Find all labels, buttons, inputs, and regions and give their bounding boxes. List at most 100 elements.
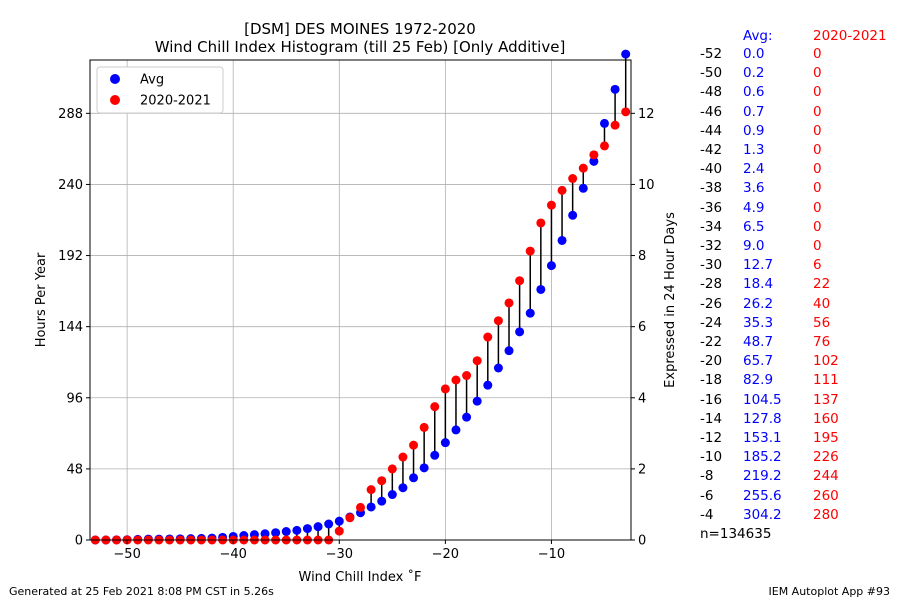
year-2020-2021-point xyxy=(610,120,620,130)
legend-marker-avg xyxy=(110,74,120,84)
avg-point xyxy=(536,284,546,294)
table-year-value: 195 xyxy=(813,430,839,446)
y-right-tick-label: 8 xyxy=(638,249,646,264)
year-2020-2021-point xyxy=(387,464,397,474)
footer-generated: Generated at 25 Feb 2021 8:08 PM CST in … xyxy=(9,585,274,598)
table-year-value: 0 xyxy=(813,161,822,178)
table-header-year: 2020-2021 xyxy=(813,28,887,44)
year-2020-2021-point xyxy=(557,185,567,195)
table-wind-chill: -52 xyxy=(700,46,723,62)
avg-point xyxy=(472,396,482,406)
legend-box xyxy=(96,66,224,114)
avg-point xyxy=(409,473,419,483)
table-avg-value: 1.3 xyxy=(743,142,765,158)
table-wind-chill: -42 xyxy=(700,142,723,158)
table-avg-value: 3.6 xyxy=(743,180,765,197)
year-2020-2021-point xyxy=(451,375,461,385)
table-wind-chill: -24 xyxy=(700,314,723,331)
table-avg-value: 82.9 xyxy=(743,372,774,389)
x-tick-label: −10 xyxy=(538,547,565,562)
table-wind-chill: -30 xyxy=(700,257,723,274)
table-avg-value: 4.9 xyxy=(743,199,765,216)
avg-point xyxy=(589,156,599,166)
avg-point xyxy=(260,529,270,539)
avg-point xyxy=(281,527,291,537)
table-avg-value: 2.4 xyxy=(743,161,765,178)
table-year-value: 244 xyxy=(813,468,839,485)
table-year-value: 0 xyxy=(813,46,822,62)
avg-point xyxy=(302,524,312,534)
avg-point xyxy=(578,183,588,193)
table-avg-value: 185.2 xyxy=(743,449,782,466)
table-year-value: 22 xyxy=(813,276,831,293)
legend-label-2020-2021: 2020-2021 xyxy=(140,94,211,109)
table-avg-value: 65.7 xyxy=(743,353,774,370)
y-right-tick-label: 0 xyxy=(638,534,646,549)
table-avg-value: 0.7 xyxy=(743,103,765,120)
table-avg-value: 35.3 xyxy=(743,314,774,331)
table-avg-value: 0.0 xyxy=(743,46,765,62)
table-avg-value: 6.5 xyxy=(743,218,765,235)
table-wind-chill: -8 xyxy=(700,468,714,485)
chart-title-line1: [DSM] DES MOINES 1972-2020 xyxy=(244,20,476,38)
table-wind-chill: -18 xyxy=(700,372,723,389)
y-right-tick-label: 10 xyxy=(638,178,655,193)
table-wind-chill: -12 xyxy=(700,430,723,446)
avg-point xyxy=(398,483,408,493)
table-avg-value: 104.5 xyxy=(743,391,782,408)
table-wind-chill: -36 xyxy=(700,199,723,216)
table-year-value: 0 xyxy=(813,180,822,197)
avg-point xyxy=(366,502,376,512)
table-avg-value: 26.2 xyxy=(743,295,774,312)
year-2020-2021-point xyxy=(345,513,355,523)
table-avg-value: 12.7 xyxy=(743,257,774,274)
year-2020-2021-point xyxy=(440,384,450,394)
table-avg-value: 9.0 xyxy=(743,238,765,254)
table-wind-chill: -38 xyxy=(700,180,723,197)
table-year-value: 0 xyxy=(813,65,822,82)
table-year-value: 260 xyxy=(813,487,839,504)
data-markers xyxy=(90,49,631,545)
table-wind-chill: -22 xyxy=(700,334,723,350)
avg-point xyxy=(621,49,631,59)
table-wind-chill: -48 xyxy=(700,84,723,101)
table-year-value: 137 xyxy=(813,391,839,408)
table-year-value: 0 xyxy=(813,238,822,254)
year-2020-2021-point xyxy=(493,316,503,326)
table-year-value: 0 xyxy=(813,142,822,158)
table-wind-chill: -10 xyxy=(700,449,723,466)
avg-point xyxy=(515,327,525,337)
x-axis-label: Wind Chill Index ˚F xyxy=(299,569,422,585)
table-year-value: 280 xyxy=(813,506,839,523)
avg-point xyxy=(324,519,334,529)
year-2020-2021-point xyxy=(430,402,440,412)
table-header-avg: Avg: xyxy=(743,28,773,44)
table-wind-chill: -40 xyxy=(700,161,723,178)
avg-point xyxy=(451,425,461,435)
plot-frame xyxy=(89,59,632,541)
table-wind-chill: -32 xyxy=(700,238,723,254)
year-2020-2021-point xyxy=(409,440,419,450)
table-year-value: 0 xyxy=(813,218,822,235)
table-avg-value: 219.2 xyxy=(743,468,782,485)
table-avg-value: 0.2 xyxy=(743,65,765,82)
avg-point xyxy=(271,528,281,538)
table-year-value: 0 xyxy=(813,84,822,101)
y-right-tick-label: 4 xyxy=(638,391,646,406)
year-2020-2021-point xyxy=(525,246,535,256)
table-avg-value: 0.6 xyxy=(743,84,765,101)
avg-point xyxy=(504,346,514,356)
year-2020-2021-point xyxy=(334,526,344,536)
table-year-value: 102 xyxy=(813,353,839,370)
table-avg-value: 18.4 xyxy=(743,276,774,293)
year-2020-2021-point xyxy=(356,502,365,512)
x-tick-label: −40 xyxy=(219,547,246,562)
avg-point xyxy=(493,363,503,373)
year-2020-2021-point xyxy=(536,218,546,228)
table-year-value: 76 xyxy=(813,334,831,350)
avg-point xyxy=(568,210,578,220)
y-axis-right: 0 2 4 6 8 10 12 xyxy=(631,107,655,549)
table-count: n=134635 xyxy=(700,526,772,542)
avg-point xyxy=(440,438,450,448)
legend-marker-2020-2021 xyxy=(110,95,120,105)
